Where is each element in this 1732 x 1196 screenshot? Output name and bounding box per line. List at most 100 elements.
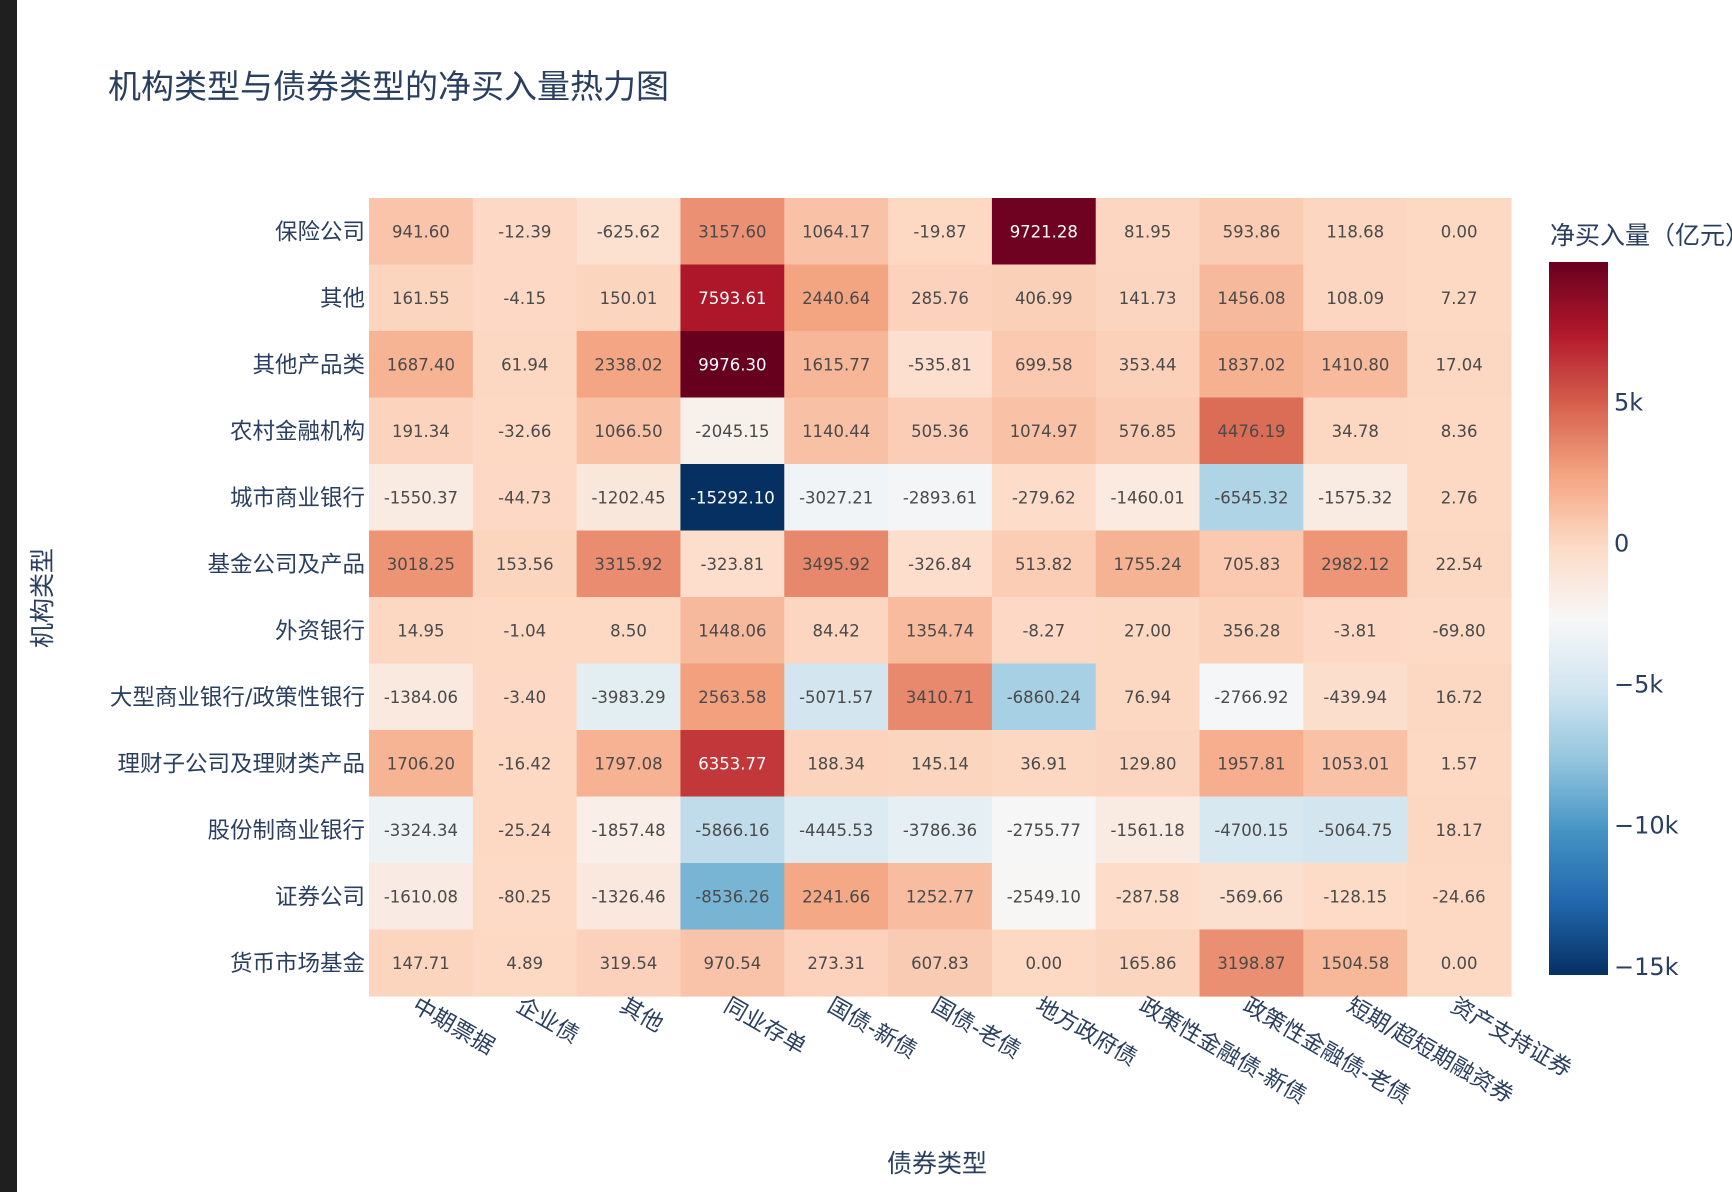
heatmap-cell[interactable] [1303, 530, 1408, 598]
heatmap-cell[interactable] [991, 796, 1097, 864]
heatmap-cell[interactable] [1095, 198, 1201, 266]
heatmap-cell[interactable] [1095, 530, 1201, 598]
heatmap-cell[interactable] [1303, 331, 1408, 399]
heatmap-cell[interactable] [888, 198, 993, 266]
heatmap-cell[interactable] [784, 397, 889, 465]
heatmap-cell[interactable] [680, 397, 785, 465]
heatmap-cell[interactable] [1095, 264, 1201, 332]
heatmap-cell[interactable] [1199, 198, 1304, 266]
heatmap-cell[interactable] [888, 796, 993, 864]
heatmap-cell[interactable] [369, 796, 474, 864]
heatmap-cell[interactable] [888, 929, 993, 997]
heatmap-cell[interactable] [1407, 331, 1512, 399]
heatmap-cell[interactable] [1407, 530, 1512, 598]
heatmap-cell[interactable] [680, 198, 785, 266]
heatmap-cell[interactable] [1199, 397, 1304, 465]
heatmap-cell[interactable] [472, 397, 578, 465]
heatmap-cell[interactable] [991, 530, 1097, 598]
heatmap-cell[interactable] [888, 331, 993, 399]
heatmap-cell[interactable] [1095, 863, 1201, 931]
heatmap-cell[interactable] [784, 530, 889, 598]
heatmap-cell[interactable] [472, 863, 578, 931]
heatmap-cell[interactable] [472, 198, 578, 266]
heatmap-cell[interactable] [1199, 663, 1304, 731]
heatmap-cell[interactable] [991, 331, 1097, 399]
heatmap-cell[interactable] [991, 597, 1097, 665]
heatmap-cell[interactable] [680, 929, 785, 997]
heatmap-cell[interactable] [888, 464, 993, 532]
heatmap-cell[interactable] [576, 397, 682, 465]
heatmap-cell[interactable] [991, 929, 1097, 997]
heatmap-cell[interactable] [1303, 663, 1408, 731]
heatmap-cell[interactable] [1095, 730, 1201, 798]
heatmap-cell[interactable] [369, 730, 474, 798]
heatmap-cell[interactable] [576, 331, 682, 399]
heatmap-cell[interactable] [576, 198, 682, 266]
heatmap-cell[interactable] [369, 929, 474, 997]
heatmap-cell[interactable] [1407, 198, 1512, 266]
heatmap-cell[interactable] [680, 264, 785, 332]
heatmap-cell[interactable] [1407, 796, 1512, 864]
heatmap-cell[interactable] [576, 264, 682, 332]
heatmap-cell[interactable] [1199, 929, 1304, 997]
heatmap-cell[interactable] [991, 397, 1097, 465]
heatmap-cell[interactable] [1199, 863, 1304, 931]
heatmap-cell[interactable] [680, 730, 785, 798]
heatmap-cell[interactable] [472, 331, 578, 399]
heatmap-cell[interactable] [576, 730, 682, 798]
heatmap-cell[interactable] [1407, 730, 1512, 798]
heatmap-cell[interactable] [888, 663, 993, 731]
heatmap-cell[interactable] [784, 863, 889, 931]
heatmap-cell[interactable] [888, 530, 993, 598]
heatmap-cell[interactable] [1303, 796, 1408, 864]
heatmap-cell[interactable] [472, 730, 578, 798]
heatmap-cell[interactable] [1303, 863, 1408, 931]
heatmap-cell[interactable] [472, 597, 578, 665]
heatmap-cell[interactable] [576, 863, 682, 931]
heatmap-cell[interactable] [369, 397, 474, 465]
heatmap-cell[interactable] [576, 530, 682, 598]
heatmap-cell[interactable] [369, 331, 474, 399]
heatmap-cell[interactable] [991, 730, 1097, 798]
heatmap-cell[interactable] [369, 663, 474, 731]
heatmap-cell[interactable] [576, 663, 682, 731]
heatmap-cell[interactable] [1095, 796, 1201, 864]
heatmap-cell[interactable] [1303, 264, 1408, 332]
heatmap-cell[interactable] [1199, 597, 1304, 665]
heatmap-cell[interactable] [369, 464, 474, 532]
heatmap-cell[interactable] [991, 264, 1097, 332]
heatmap-cell[interactable] [784, 730, 889, 798]
heatmap-cell[interactable] [1199, 796, 1304, 864]
heatmap-cell[interactable] [888, 597, 993, 665]
heatmap-cell[interactable] [1407, 929, 1512, 997]
heatmap-cell[interactable] [1303, 929, 1408, 997]
heatmap-cell[interactable] [1095, 929, 1201, 997]
heatmap-cell[interactable] [1199, 264, 1304, 332]
heatmap-cell[interactable] [680, 331, 785, 399]
heatmap-cell[interactable] [472, 929, 578, 997]
heatmap-cell[interactable] [888, 863, 993, 931]
heatmap-cell[interactable] [1303, 397, 1408, 465]
heatmap-cell[interactable] [472, 264, 578, 332]
heatmap-cell[interactable] [369, 530, 474, 598]
heatmap-cell[interactable] [1095, 597, 1201, 665]
heatmap-cell[interactable] [369, 597, 474, 665]
heatmap-cell[interactable] [1199, 730, 1304, 798]
heatmap-cell[interactable] [680, 663, 785, 731]
heatmap-cell[interactable] [1303, 198, 1408, 266]
heatmap-cell[interactable] [888, 397, 993, 465]
heatmap-cell[interactable] [472, 530, 578, 598]
heatmap-cell[interactable] [1199, 530, 1304, 598]
heatmap-cell[interactable] [1407, 464, 1512, 532]
heatmap-cell[interactable] [369, 863, 474, 931]
heatmap-cell[interactable] [576, 796, 682, 864]
heatmap-cell[interactable] [1095, 331, 1201, 399]
heatmap-cell[interactable] [1303, 464, 1408, 532]
heatmap-cell[interactable] [784, 796, 889, 864]
heatmap-cell[interactable] [472, 796, 578, 864]
heatmap-cell[interactable] [369, 198, 474, 266]
heatmap-cell[interactable] [472, 663, 578, 731]
heatmap-cell[interactable] [1199, 331, 1304, 399]
heatmap-cell[interactable] [784, 929, 889, 997]
heatmap-cell[interactable] [1407, 264, 1512, 332]
